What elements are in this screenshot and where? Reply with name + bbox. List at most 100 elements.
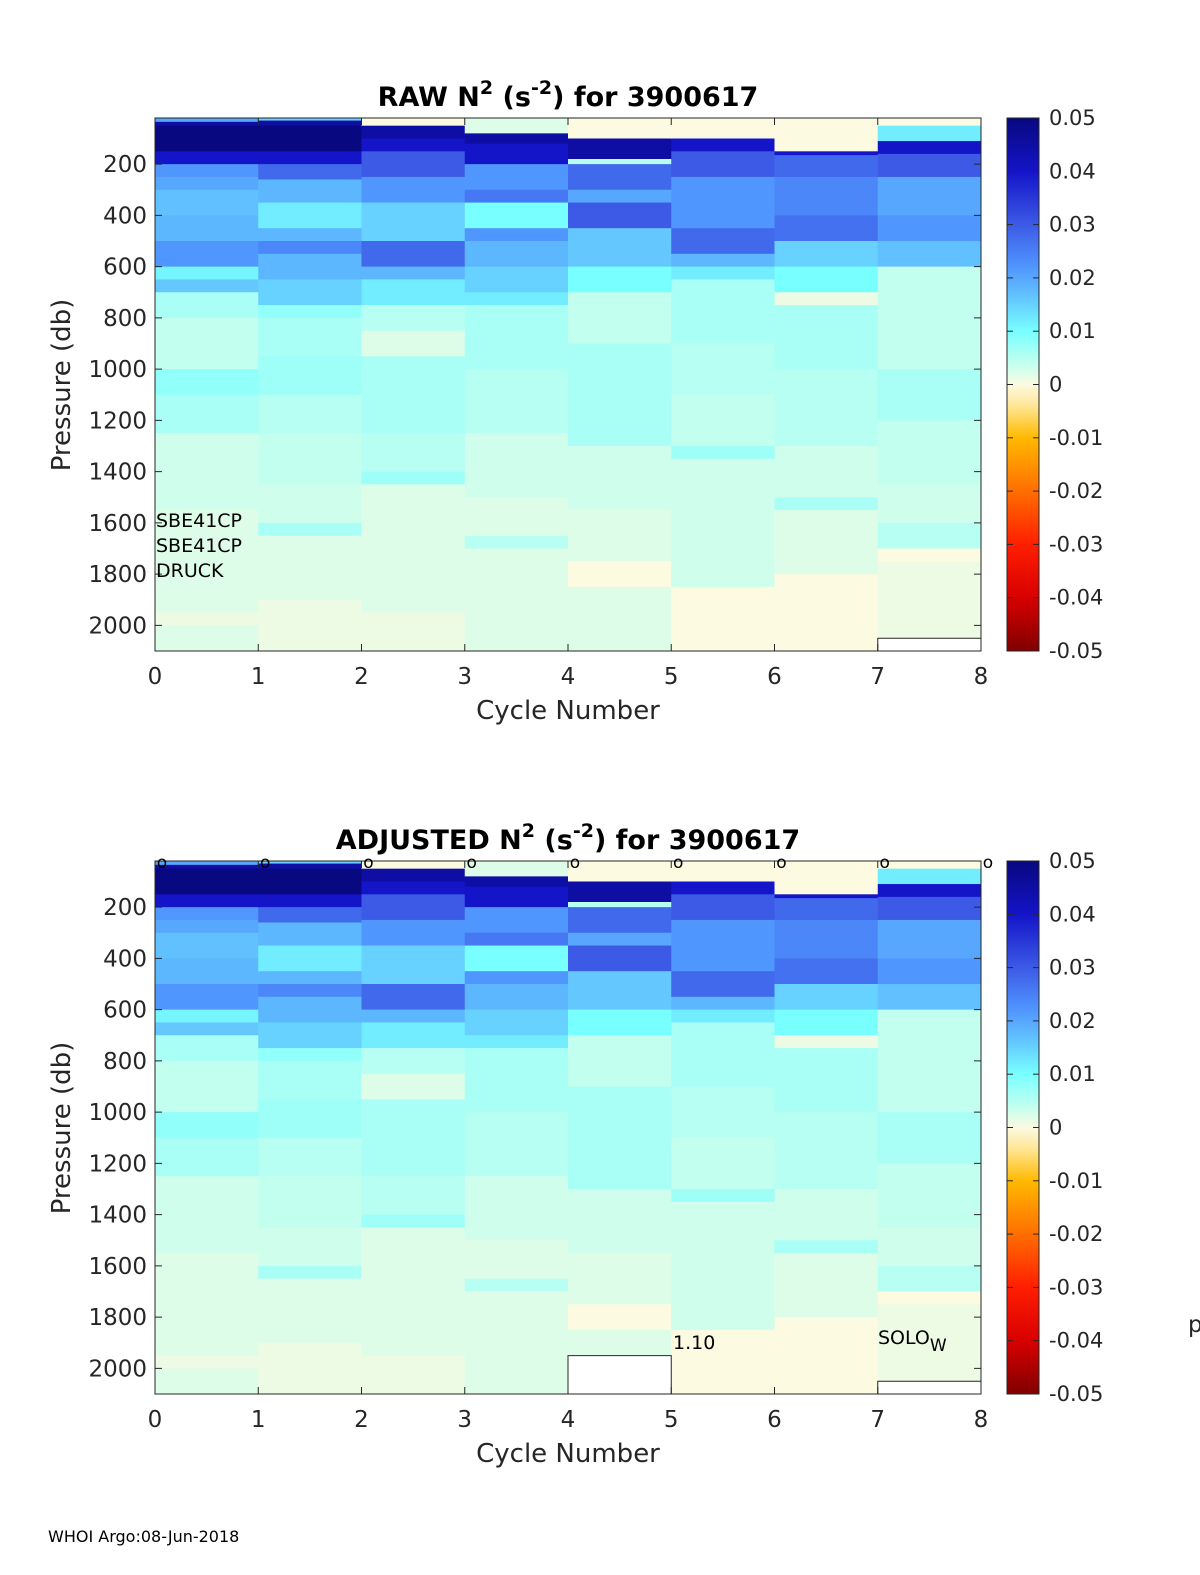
heatmap-cell — [464, 548, 569, 652]
heatmap-cell — [464, 861, 569, 877]
heatmap-cell — [671, 253, 775, 268]
heatmap-cell — [361, 305, 466, 332]
heatmap-cell — [258, 279, 362, 306]
heatmap-cell — [464, 1176, 569, 1241]
heatmap-cell — [568, 1009, 672, 1036]
heatmap-cell — [258, 907, 362, 923]
heatmap-cell — [877, 868, 982, 885]
heatmap-cell — [361, 1073, 466, 1100]
x-tick-label: 2 — [354, 664, 369, 690]
cycle-marker: o — [776, 853, 786, 873]
y-tick-label: 1200 — [88, 408, 147, 434]
heatmap-cell — [464, 1278, 569, 1292]
y-tick-label: 2000 — [88, 1356, 147, 1382]
adjusted-heatmap-cells — [155, 861, 982, 1395]
heatmap-cell — [671, 118, 775, 129]
heatmap-cell — [568, 446, 672, 511]
heatmap-cell — [258, 945, 362, 972]
heatmap-cell — [361, 881, 466, 895]
heatmap-cell — [774, 1035, 879, 1049]
heatmap-cell — [258, 971, 362, 985]
heatmap-cell — [155, 1137, 259, 1177]
heatmap-cell — [361, 1124, 466, 1177]
heatmap-cell — [671, 128, 775, 139]
heatmap-cell — [774, 215, 879, 242]
heatmap-cell — [258, 433, 362, 485]
colorbar-tick-label: -0.04 — [1049, 1329, 1103, 1353]
sensor-annotation-pressure: DRUCK — [156, 560, 224, 582]
heatmap-cell — [877, 958, 982, 985]
x-tick-label: 6 — [767, 1407, 782, 1433]
heatmap-cell — [568, 1253, 672, 1305]
colorbar-tick-label: -0.03 — [1049, 1275, 1103, 1299]
heatmap-cell — [568, 881, 672, 903]
heatmap-cell — [568, 510, 672, 562]
heatmap-cell — [258, 996, 362, 1023]
heatmap-cell — [155, 625, 259, 652]
heatmap-cell — [155, 279, 259, 293]
heatmap-cell — [155, 369, 259, 396]
heatmap-cell — [361, 433, 466, 473]
heatmap-cell — [671, 279, 775, 344]
heatmap-cell — [464, 876, 569, 888]
heatmap-cell — [671, 394, 775, 447]
heatmap-cell — [464, 433, 569, 498]
heatmap-cell — [258, 228, 362, 242]
heatmap-cell — [361, 612, 466, 652]
heatmap-cell — [877, 522, 982, 549]
footer-credit: WHOI Argo:08-Jun-2018 — [48, 1527, 239, 1546]
heatmap-cell — [155, 292, 259, 319]
heatmap-cell — [155, 1253, 259, 1357]
heatmap-cell — [258, 861, 362, 865]
heatmap-cell — [155, 894, 259, 908]
colorbar-tick-label: -0.04 — [1049, 586, 1103, 610]
heatmap-cell — [155, 1112, 259, 1139]
heatmap-cell — [877, 118, 982, 127]
colorbar-tick-label: -0.03 — [1049, 532, 1103, 556]
heatmap-cell — [464, 1240, 569, 1280]
heatmap-cell — [361, 1048, 466, 1075]
heatmap-cell — [671, 1009, 775, 1023]
heatmap-cell — [155, 433, 259, 511]
heatmap-cell — [774, 133, 879, 152]
clipped-edge-text: p — [1188, 1312, 1200, 1338]
heatmap-cell — [877, 176, 982, 216]
heatmap-cell — [671, 1189, 775, 1203]
heatmap-cell — [671, 446, 775, 460]
raw-heatmap-cells — [155, 118, 982, 652]
sensor-annotation-ctd-temp: SBE41CP — [156, 510, 242, 532]
x-tick-label: 0 — [148, 664, 163, 690]
heatmap-cell — [877, 1227, 982, 1267]
x-tick-label: 2 — [354, 1407, 369, 1433]
y-tick-label: 800 — [103, 306, 147, 332]
heatmap-cell — [568, 907, 672, 934]
heatmap-cell — [155, 118, 259, 123]
heatmap-cell — [671, 176, 775, 229]
heatmap-cell — [155, 215, 259, 242]
heatmap-cell — [464, 305, 569, 370]
colorbar-tick-label: 0 — [1049, 373, 1062, 397]
heatmap-cell — [258, 894, 362, 908]
heatmap-cell — [568, 1086, 672, 1190]
heatmap-cell — [671, 919, 775, 972]
heatmap-cell — [155, 864, 259, 870]
y-tick-label: 400 — [103, 946, 147, 972]
heatmap-cell — [361, 1214, 466, 1228]
x-tick-label: 1 — [251, 1407, 266, 1433]
raw-x-ticks: 0 1 2 3 4 5 6 7 8 — [148, 118, 988, 690]
heatmap-cell — [258, 1048, 362, 1062]
y-tick-label: 200 — [103, 152, 147, 178]
heatmap-cell — [568, 1189, 672, 1254]
x-tick-label: 1 — [251, 664, 266, 690]
heatmap-cell — [258, 1176, 362, 1228]
heatmap-cell — [774, 1112, 879, 1190]
heatmap-cell — [568, 1304, 672, 1331]
y-tick-label: 1400 — [88, 460, 147, 486]
missing-data-outline — [567, 1355, 672, 1394]
colorbar-tick-label: 0.05 — [1049, 849, 1096, 873]
heatmap-cell — [361, 176, 466, 204]
heatmap-cell — [774, 861, 879, 877]
cycle-marker: o — [880, 853, 890, 873]
cycle-marker: o — [363, 853, 373, 873]
cycle-marker: o — [157, 853, 167, 873]
